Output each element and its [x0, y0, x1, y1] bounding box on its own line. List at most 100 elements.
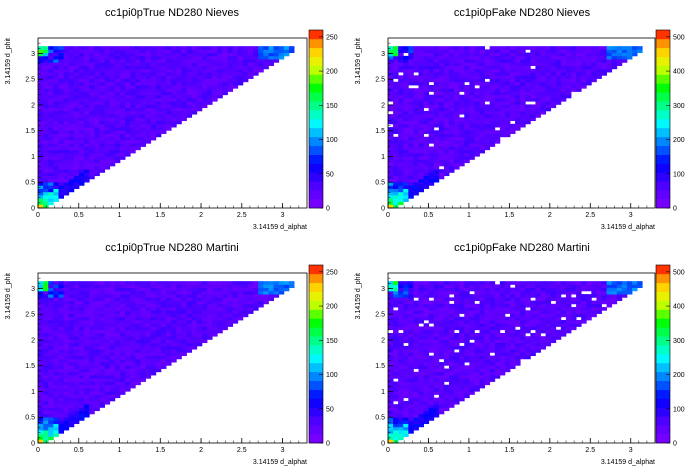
- heatmap-cell: [68, 72, 75, 76]
- heatmap-cell: [186, 114, 193, 118]
- heatmap-cell: [222, 52, 228, 57]
- heatmap-cell: [99, 326, 105, 331]
- heatmap-cell: [63, 191, 70, 196]
- heatmap-cell: [58, 117, 65, 122]
- heatmap-cell: [449, 284, 455, 289]
- heatmap-cell: [433, 152, 440, 157]
- heatmap-cell: [99, 107, 105, 112]
- heatmap-cell: [555, 46, 562, 50]
- heatmap-cell: [278, 46, 285, 50]
- heatmap-cell: [408, 46, 414, 50]
- heatmap-cell: [398, 136, 404, 141]
- heatmap-cell: [114, 294, 121, 298]
- heatmap-cell: [449, 91, 455, 96]
- heatmap-cell: [423, 417, 430, 421]
- heatmap-cell: [130, 140, 136, 144]
- heatmap-cell: [53, 362, 59, 366]
- heatmap-cell: [408, 52, 414, 57]
- heatmap-cell: [207, 68, 213, 73]
- heatmap-cell: [68, 384, 75, 389]
- heatmap-cell: [227, 46, 234, 50]
- heatmap-cell: [166, 110, 172, 115]
- heatmap-cell: [499, 75, 506, 79]
- heatmap-cell: [130, 94, 136, 99]
- heatmap-cell: [520, 52, 526, 57]
- heatmap-cell: [408, 355, 414, 360]
- heatmap-cell: [155, 362, 162, 366]
- heatmap-cell: [43, 133, 49, 138]
- heatmap-cell: [145, 294, 152, 298]
- heatmap-cell: [510, 114, 516, 118]
- heatmap-cell: [555, 75, 562, 79]
- heatmap-cell: [393, 68, 399, 73]
- heatmap-cell: [464, 127, 470, 131]
- heatmap-cell: [398, 123, 404, 128]
- heatmap-cell: [423, 123, 430, 128]
- heatmap-cell: [423, 355, 430, 360]
- heatmap-cell: [212, 287, 218, 292]
- heatmap-cell: [433, 110, 440, 115]
- heatmap-cell: [565, 75, 572, 79]
- heatmap-cell: [398, 117, 404, 122]
- heatmap-cell: [150, 130, 157, 134]
- heatmap-cell: [393, 336, 399, 340]
- heatmap-cell: [135, 339, 141, 344]
- heatmap-cell: [464, 358, 470, 363]
- heatmap-cell: [73, 182, 80, 186]
- heatmap-cell: [393, 182, 399, 186]
- heatmap-cell: [545, 104, 552, 109]
- heatmap-cell: [207, 78, 213, 83]
- heatmap-cell: [89, 371, 95, 376]
- heatmap-cell: [413, 130, 419, 134]
- heatmap-cell: [413, 355, 419, 360]
- heatmap-cell: [433, 175, 440, 180]
- heatmap-cell: [408, 78, 414, 83]
- heatmap-cell: [130, 320, 136, 324]
- heatmap-cell: [454, 133, 460, 138]
- heatmap-cell: [520, 65, 526, 70]
- heatmap-cell: [38, 195, 44, 199]
- heatmap-cell: [413, 320, 419, 324]
- heatmap-cell: [191, 97, 198, 102]
- heatmap-cell: [130, 101, 136, 105]
- heatmap-cell: [227, 59, 234, 63]
- heatmap-cell: [443, 123, 450, 128]
- heatmap-cell: [464, 65, 470, 70]
- heatmap-cell: [73, 97, 80, 102]
- heatmap-cell: [418, 75, 424, 79]
- heatmap-cell: [398, 165, 404, 170]
- heatmap-cell: [237, 52, 244, 57]
- heatmap-cell: [68, 371, 75, 376]
- heatmap-cell: [125, 332, 131, 337]
- heatmap-cell: [474, 146, 480, 151]
- heatmap-cell: [109, 88, 116, 92]
- heatmap-cell: [393, 345, 399, 350]
- heatmap-cell: [78, 133, 85, 138]
- heatmap-cell: [438, 169, 445, 173]
- heatmap-cell: [104, 110, 111, 115]
- heatmap-cell: [78, 284, 85, 289]
- heatmap-cell: [38, 107, 44, 112]
- y-axis-label: 3.14159 d_phit: [5, 273, 12, 319]
- heatmap-cell: [403, 371, 409, 376]
- heatmap-cell: [78, 307, 85, 311]
- heatmap-cell: [217, 290, 223, 295]
- heatmap-cell: [388, 75, 394, 79]
- heatmap-cell: [140, 55, 146, 60]
- heatmap-cell: [160, 336, 167, 340]
- heatmap-cell: [135, 371, 141, 376]
- heatmap-cell: [469, 65, 475, 70]
- heatmap-cell: [504, 55, 511, 60]
- heatmap-cell: [423, 156, 430, 160]
- heatmap-cell: [227, 85, 234, 89]
- heatmap-cell: [94, 72, 100, 76]
- heatmap-cell: [109, 81, 116, 86]
- heatmap-cell: [94, 387, 100, 392]
- heatmap-cell: [140, 117, 146, 122]
- heatmap-cell: [449, 62, 455, 66]
- heatmap-cell: [130, 75, 136, 79]
- heatmap-cell: [418, 307, 424, 311]
- heatmap-cell: [443, 165, 450, 170]
- heatmap-cell: [104, 165, 111, 170]
- heatmap-cell: [38, 413, 44, 418]
